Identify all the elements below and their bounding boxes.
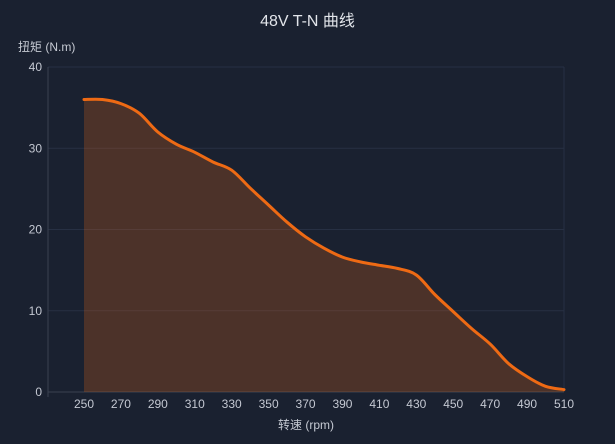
- x-tick-label: 450: [443, 397, 463, 411]
- x-tick-label: 270: [111, 397, 131, 411]
- x-axis-name: 转速 (rpm): [278, 418, 334, 432]
- y-tick-label: 40: [29, 60, 43, 74]
- x-tick-label: 390: [332, 397, 352, 411]
- x-tick-label: 470: [480, 397, 500, 411]
- y-tick-label: 0: [35, 385, 42, 399]
- y-tick-label: 20: [29, 223, 43, 237]
- x-tick-label: 370: [296, 397, 316, 411]
- x-tick-label: 250: [74, 397, 94, 411]
- x-tick-label: 410: [369, 397, 389, 411]
- y-axis-name: 扭矩 (N.m): [18, 40, 76, 54]
- x-tick-label: 350: [259, 397, 279, 411]
- x-tick-label: 330: [222, 397, 242, 411]
- y-tick-label: 10: [29, 304, 43, 318]
- x-tick-label: 310: [185, 397, 205, 411]
- chart-title: 48V T-N 曲线: [260, 13, 355, 30]
- tn-curve-area: [84, 99, 564, 392]
- x-tick-label: 430: [406, 397, 426, 411]
- y-tick-label: 30: [29, 141, 43, 155]
- x-tick-label: 290: [148, 397, 168, 411]
- tn-curve-line: [82, 97, 566, 392]
- x-tick-label: 490: [517, 397, 537, 411]
- x-tick-label: 510: [554, 397, 574, 411]
